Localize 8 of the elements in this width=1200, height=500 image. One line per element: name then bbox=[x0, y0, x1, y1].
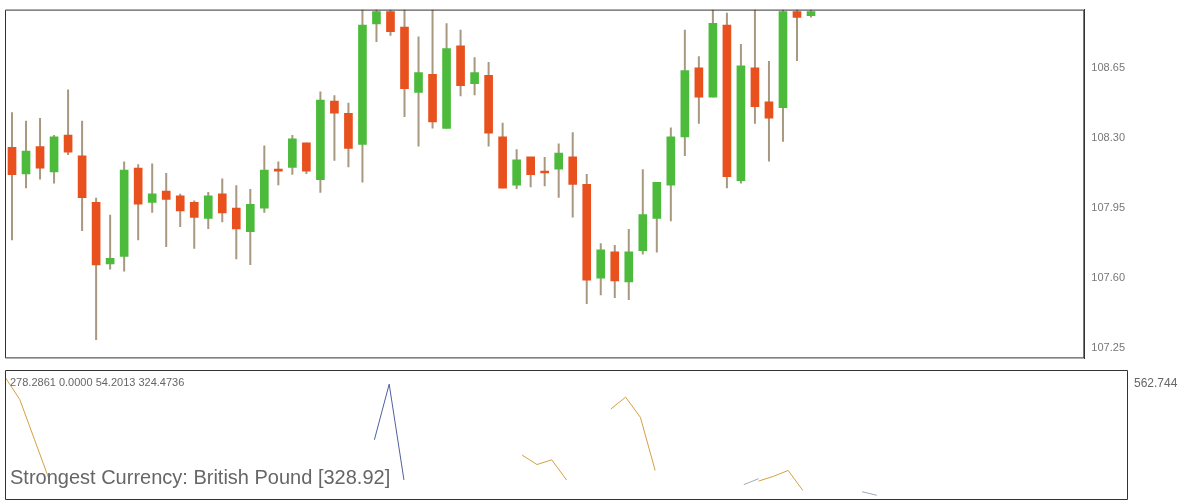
y-tick-label: 107.95 bbox=[1091, 201, 1126, 214]
annotation: Strongest Currency: British Pound [328.92] bbox=[10, 466, 391, 489]
y-tick-label: 107.25 bbox=[1091, 341, 1126, 354]
y-tick-label: 108.30 bbox=[1091, 130, 1126, 143]
annotation: 562.744 bbox=[1134, 376, 1178, 390]
y-tick-label: 107.60 bbox=[1091, 271, 1126, 284]
y-tick-label: 108.65 bbox=[1091, 60, 1126, 73]
annotation: 278.2861 0.0000 54.2013 324.4736 bbox=[10, 376, 185, 388]
